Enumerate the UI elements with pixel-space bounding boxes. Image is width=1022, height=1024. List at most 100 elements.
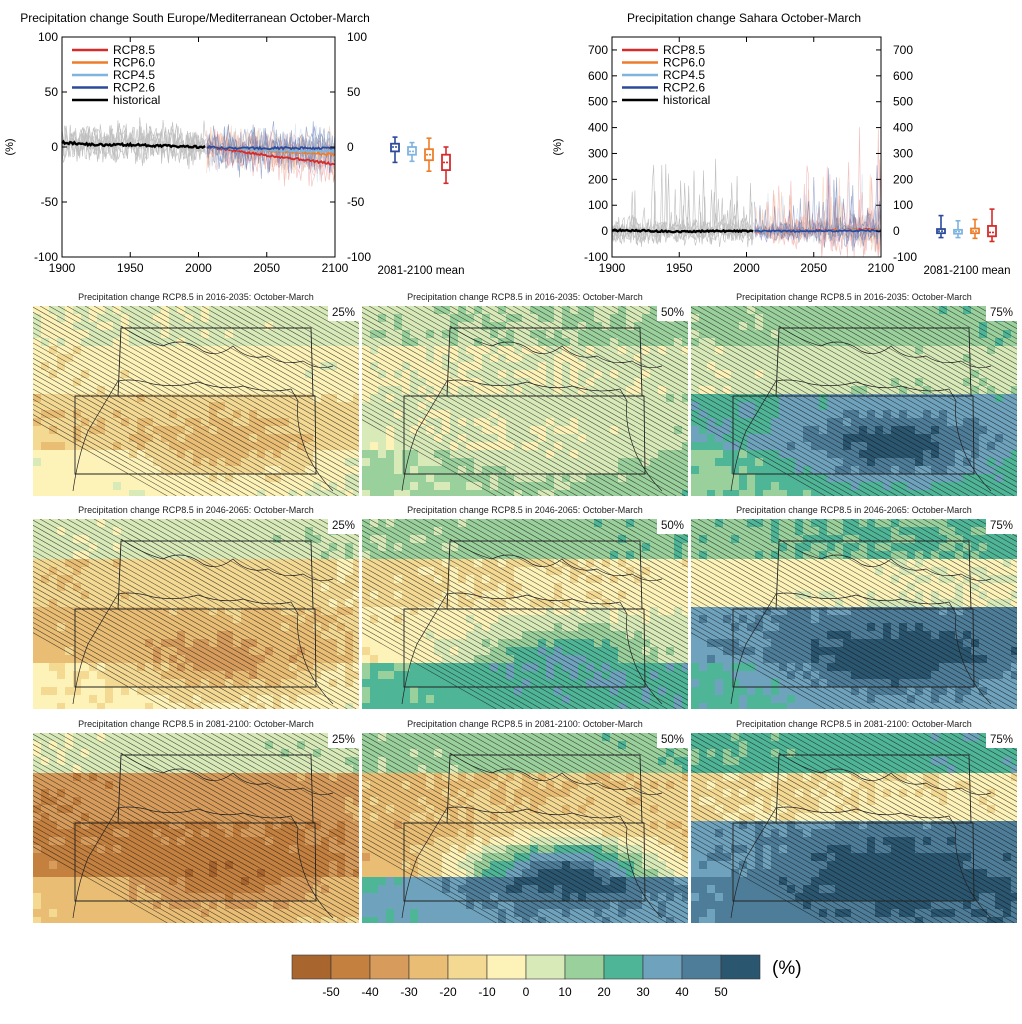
map-cell (145, 695, 154, 704)
map-cell (947, 330, 956, 339)
map-cell (674, 474, 683, 483)
map-cell (907, 354, 916, 363)
map-cell (803, 346, 812, 355)
map-cell (610, 402, 619, 411)
map-cell (257, 410, 266, 419)
map-cell (161, 410, 170, 419)
map-cell (105, 607, 114, 616)
map-cell (353, 402, 359, 411)
map-cell (353, 354, 359, 363)
map-cell (915, 442, 924, 451)
map-cell (33, 322, 42, 331)
map-cell (41, 338, 50, 347)
map-cell (49, 615, 58, 624)
map-cell (137, 466, 146, 475)
map-cell (450, 434, 459, 443)
map-cell (995, 418, 1004, 427)
map-cell (378, 410, 387, 419)
map-cell (321, 434, 330, 443)
map-cell (795, 490, 804, 496)
map-cell (682, 330, 688, 339)
map-cell (859, 466, 868, 475)
map-cell (73, 535, 82, 544)
map-cell (450, 482, 459, 491)
map-cell (49, 527, 58, 536)
map-cell (434, 599, 443, 608)
map-cell (57, 567, 66, 576)
map-cell (265, 370, 274, 379)
hatch-line (33, 363, 267, 496)
map-cell (65, 458, 74, 467)
map-cell (161, 330, 170, 339)
ensemble-member-line (754, 176, 882, 247)
map-cell (634, 394, 643, 403)
map-cell (546, 450, 555, 459)
map-cell (450, 402, 459, 411)
map-cell (41, 378, 50, 387)
map-cell (265, 567, 274, 576)
ensemble-member-line (206, 126, 336, 174)
region-sahara (74, 395, 317, 475)
map-cell (827, 314, 836, 323)
map-cell (875, 378, 884, 387)
map-cell (153, 410, 162, 419)
map-cell (418, 559, 427, 568)
map-cell (658, 410, 667, 419)
map-cell (329, 695, 338, 704)
map-cell (578, 519, 587, 528)
map-cell (546, 535, 555, 544)
map-cell (305, 466, 314, 475)
hatch-line (33, 383, 231, 496)
map-cell (827, 426, 836, 435)
map-cell (233, 386, 242, 395)
map-cell (410, 458, 419, 467)
map-cell (241, 346, 250, 355)
map-cell (193, 370, 202, 379)
map-cell (177, 410, 186, 419)
map-cell (337, 346, 346, 355)
map-cell (121, 567, 130, 576)
map-cell (474, 322, 483, 331)
x-tick-label: 1900 (599, 261, 626, 275)
map-cell (201, 551, 210, 560)
map-cell (827, 330, 836, 339)
map-cell (329, 442, 338, 451)
map-cell (859, 490, 868, 496)
map-cell (490, 458, 499, 467)
map-cell (169, 490, 178, 496)
map-cell (763, 370, 772, 379)
map-cell (418, 519, 427, 528)
map-cell (313, 655, 322, 664)
map-cell (426, 527, 435, 536)
map-cell (963, 354, 972, 363)
map-cell (105, 322, 114, 331)
map-cell (113, 450, 122, 459)
map-cell (474, 482, 483, 491)
map-cell (386, 559, 395, 568)
map-cell (345, 434, 354, 443)
map-cell (265, 474, 274, 483)
map-cell (281, 434, 290, 443)
map-cell (353, 418, 359, 427)
map-cell (490, 482, 499, 491)
map-cell (498, 527, 507, 536)
map-cell (963, 490, 972, 496)
map-cell (233, 663, 242, 672)
map-cell (225, 314, 234, 323)
map-cell (779, 426, 788, 435)
map-cell (329, 647, 338, 656)
map-cell (281, 663, 290, 672)
map-cell (121, 535, 130, 544)
hatch-line (958, 306, 1017, 340)
map-cell (217, 434, 226, 443)
map-cell (618, 394, 627, 403)
map-cell (779, 458, 788, 467)
map-cell (337, 615, 346, 624)
map-cell (113, 474, 122, 483)
map-cell (747, 450, 756, 459)
map-cell (265, 482, 274, 491)
map-cell (530, 458, 539, 467)
map-cell (161, 559, 170, 568)
map-cell (715, 458, 724, 467)
map-cell (49, 535, 58, 544)
